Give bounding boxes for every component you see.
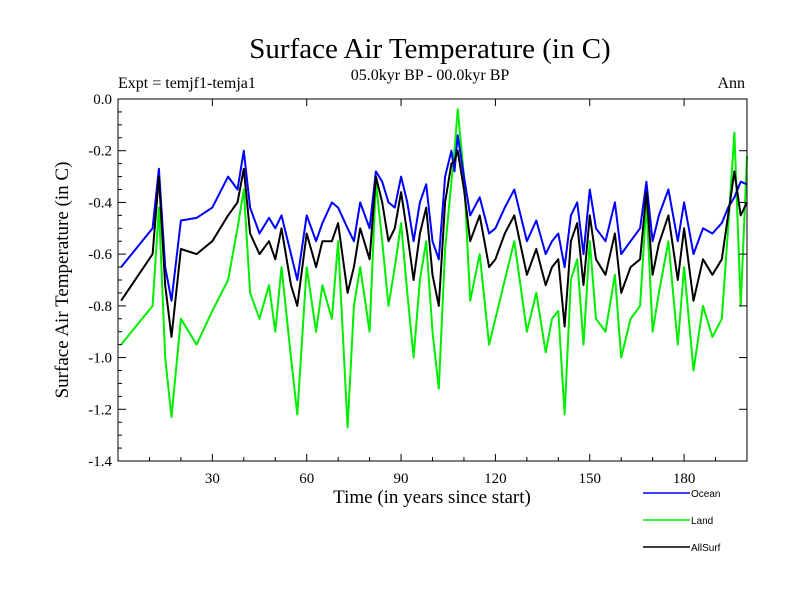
series-line-ocean xyxy=(120,134,748,302)
plot-area: 30 60 90 120 150 180 -1.4 -1.2 -1.0 -0.8 -0.6 -0.4… xyxy=(88,92,748,487)
x-tick-label: 60 xyxy=(299,471,314,487)
y-tick-label: -0.2 xyxy=(88,144,112,160)
y-tick-label: -0.6 xyxy=(88,247,112,263)
y-axis: -1.4 -1.2 -1.0 -0.8 -0.6 -0.4 -0.2 0.0 xyxy=(88,92,747,470)
y-tick-label: -1.2 xyxy=(88,402,112,418)
y-tick-label: -1.0 xyxy=(88,351,112,367)
x-tick-label: 90 xyxy=(394,471,409,487)
x-axis-label: Time (in years since start) xyxy=(333,487,531,508)
x-tick-label: 150 xyxy=(579,471,602,487)
legend-label-allsurf: AllSurf xyxy=(691,543,721,554)
y-tick-label: -1.4 xyxy=(88,454,112,470)
experiment-label: Expt = temjf1-temja1 xyxy=(118,75,256,92)
plot-frame xyxy=(117,98,748,462)
season-label: Ann xyxy=(717,75,745,92)
chart-title: Surface Air Temperature (in C) xyxy=(249,33,610,65)
legend-label-ocean: Ocean xyxy=(691,489,720,500)
period-subtitle: 05.0kyr BP - 00.0kyr BP xyxy=(351,67,510,84)
x-axis: 30 60 90 120 150 180 xyxy=(148,99,717,487)
legend-label-land: Land xyxy=(691,516,713,527)
x-tick-label: 180 xyxy=(673,471,696,487)
series-group xyxy=(120,108,748,429)
y-tick-label: -0.4 xyxy=(88,195,112,211)
legend: Ocean Land AllSurf xyxy=(643,489,721,554)
y-axis-label: Surface Air Temperature (in C) xyxy=(52,162,73,399)
series-line-allsurf xyxy=(120,149,748,338)
x-tick-label: 120 xyxy=(484,471,507,487)
x-tick-label: 30 xyxy=(205,471,220,487)
y-tick-label: 0.0 xyxy=(93,92,112,108)
y-tick-label: -0.8 xyxy=(88,299,112,315)
